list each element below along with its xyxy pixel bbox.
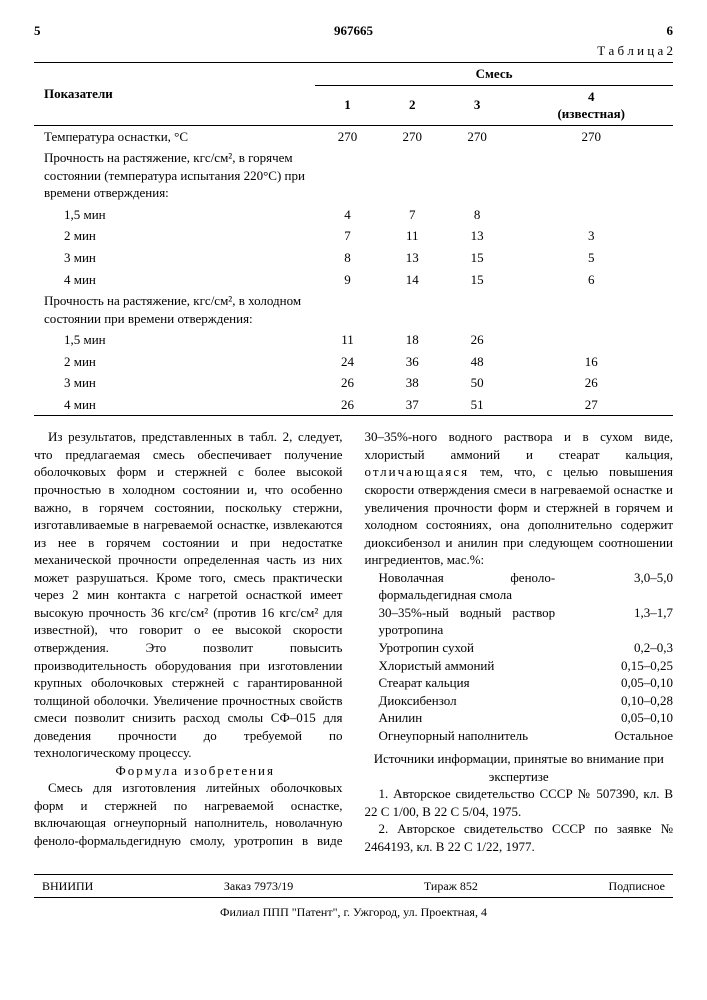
- ingredient-row: Стеарат кальция0,05–0,10: [379, 674, 674, 692]
- table-row: 2 мин24364816: [34, 351, 673, 373]
- row-label: Температура оснастки, °С: [34, 125, 315, 147]
- body-text-columns: Из результатов, представленных в табл. 2…: [34, 428, 673, 855]
- cell: 14: [380, 269, 445, 291]
- source-1: 1. Авторское свидетельство СССР № 507390…: [365, 785, 674, 820]
- cell: 51: [445, 394, 510, 416]
- cell: 5: [509, 247, 673, 269]
- cell: 270: [380, 125, 445, 147]
- footer-address: Филиал ППП "Патент", г. Ужгород, ул. Про…: [34, 904, 673, 920]
- col-header-group: Смесь: [315, 63, 673, 86]
- table-row: 3 мин26385026: [34, 372, 673, 394]
- imprint-footer: ВНИИПИ Заказ 7973/19 Тираж 852 Подписное…: [34, 874, 673, 920]
- ingredient-row: Анилин0,05–0,10: [379, 709, 674, 727]
- table-row: 2 мин711133: [34, 225, 673, 247]
- cell: 8: [315, 247, 380, 269]
- cell: 15: [445, 269, 510, 291]
- row-label: 1,5 мин: [34, 329, 315, 351]
- page-col-right: 6: [667, 22, 674, 40]
- cell: 13: [445, 225, 510, 247]
- cell: [509, 329, 673, 351]
- row-label: 3 мин: [34, 372, 315, 394]
- cell: [509, 204, 673, 226]
- cell: 18: [380, 329, 445, 351]
- cell: 7: [315, 225, 380, 247]
- cell: 6: [509, 269, 673, 291]
- col-header: 3: [445, 85, 510, 125]
- table-row: Прочность на растяжение, кгс/см², в холо…: [34, 290, 673, 329]
- cell: [445, 147, 510, 204]
- ingredient-row: Новолачная феноло-формальдегидная смола3…: [379, 569, 674, 604]
- cell: 270: [315, 125, 380, 147]
- footer-org: ВНИИПИ: [42, 878, 93, 894]
- row-label: 1,5 мин: [34, 204, 315, 226]
- results-table: Показатели Смесь 1234 (известная) Темпер…: [34, 62, 673, 416]
- cell: 3: [509, 225, 673, 247]
- cell: 26: [315, 394, 380, 416]
- cell: [380, 290, 445, 329]
- cell: [315, 290, 380, 329]
- col-header: 4 (известная): [509, 85, 673, 125]
- ingredient-row: Хлористый аммоний0,15–0,25: [379, 657, 674, 675]
- table-row: Прочность на растяжение, кгс/см², в горя…: [34, 147, 673, 204]
- paragraph-results: Из результатов, представленных в табл. 2…: [34, 428, 343, 761]
- cell: 48: [445, 351, 510, 373]
- cell: 26: [509, 372, 673, 394]
- cell: 11: [315, 329, 380, 351]
- row-label: 2 мин: [34, 351, 315, 373]
- cell: 36: [380, 351, 445, 373]
- cell: 16: [509, 351, 673, 373]
- page-header: 5 967665 6: [34, 22, 673, 40]
- ingredients-list: Новолачная феноло-формальдегидная смола3…: [365, 569, 674, 744]
- cell: 8: [445, 204, 510, 226]
- cell: 11: [380, 225, 445, 247]
- page-col-left: 5: [34, 22, 41, 40]
- patent-number: 967665: [334, 22, 373, 40]
- col-header: 2: [380, 85, 445, 125]
- cell: [445, 290, 510, 329]
- cell: 38: [380, 372, 445, 394]
- row-label: 3 мин: [34, 247, 315, 269]
- cell: 270: [445, 125, 510, 147]
- cell: [509, 147, 673, 204]
- cell: 4: [315, 204, 380, 226]
- row-label: Прочность на растяжение, кгс/см², в холо…: [34, 290, 315, 329]
- row-label: 4 мин: [34, 394, 315, 416]
- footer-subscription: Подписное: [609, 878, 666, 894]
- row-label: 2 мин: [34, 225, 315, 247]
- table-row: 1,5 мин478: [34, 204, 673, 226]
- footer-tirazh: Тираж 852: [424, 878, 478, 894]
- footer-order: Заказ 7973/19: [224, 878, 293, 894]
- ingredient-row: Огнеупорный наполнительОстальное: [379, 727, 674, 745]
- col-header: 1: [315, 85, 380, 125]
- formula-title: Формула изобретения: [34, 762, 343, 780]
- table-label: Т а б л и ц а 2: [34, 42, 673, 60]
- cell: 13: [380, 247, 445, 269]
- table-row: Температура оснастки, °С270270270270: [34, 125, 673, 147]
- cell: 26: [445, 329, 510, 351]
- cell: [509, 290, 673, 329]
- table-row: 4 мин26375127: [34, 394, 673, 416]
- table-row: 3 мин813155: [34, 247, 673, 269]
- cell: [315, 147, 380, 204]
- cell: 50: [445, 372, 510, 394]
- table-row: 4 мин914156: [34, 269, 673, 291]
- cell: [380, 147, 445, 204]
- cell: 27: [509, 394, 673, 416]
- source-2: 2. Авторское свидетельство СССР по заявк…: [365, 820, 674, 855]
- row-label: Прочность на растяжение, кгс/см², в горя…: [34, 147, 315, 204]
- col-header-main: Показатели: [34, 63, 315, 126]
- ingredient-row: Диоксибензол0,10–0,28: [379, 692, 674, 710]
- cell: 270: [509, 125, 673, 147]
- ingredient-row: 30–35%-ный водный раствор уротропина1,3–…: [379, 604, 674, 639]
- row-label: 4 мин: [34, 269, 315, 291]
- cell: 26: [315, 372, 380, 394]
- cell: 15: [445, 247, 510, 269]
- cell: 37: [380, 394, 445, 416]
- table-row: 1,5 мин111826: [34, 329, 673, 351]
- cell: 9: [315, 269, 380, 291]
- cell: 24: [315, 351, 380, 373]
- sources-title: Источники информации, принятые во вниман…: [365, 750, 674, 785]
- cell: 7: [380, 204, 445, 226]
- ingredient-row: Уротропин сухой0,2–0,3: [379, 639, 674, 657]
